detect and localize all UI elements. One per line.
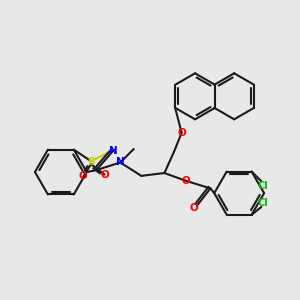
Text: Cl: Cl	[258, 198, 268, 208]
Text: N: N	[109, 146, 118, 156]
Text: O: O	[190, 202, 199, 212]
Text: S: S	[87, 157, 95, 167]
Text: O: O	[177, 128, 186, 138]
Text: O: O	[100, 169, 109, 180]
Text: O: O	[79, 172, 88, 182]
Text: Cl: Cl	[258, 181, 268, 191]
Text: N: N	[116, 158, 125, 167]
Text: O: O	[181, 176, 190, 186]
